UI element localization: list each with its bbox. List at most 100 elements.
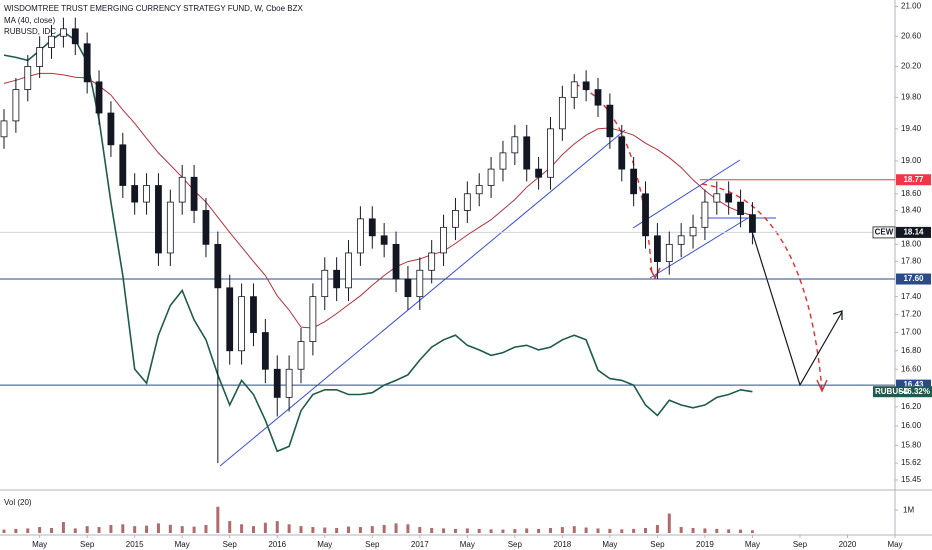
chart-title: WISDOMTREE TRUST EMERGING CURRENCY STRAT… xyxy=(4,4,304,13)
volume-bar xyxy=(180,526,184,533)
x-tick-label: May xyxy=(745,540,760,549)
y-tick-label: 17.40 xyxy=(901,292,922,301)
candle-body xyxy=(463,193,471,211)
volume-bar xyxy=(14,528,18,533)
volume-bar xyxy=(73,528,77,533)
volume-bar xyxy=(228,521,232,533)
y-tick-label: 19.00 xyxy=(901,156,922,165)
candle-body xyxy=(380,235,388,245)
candle-body xyxy=(594,89,602,106)
candle-body xyxy=(547,128,554,178)
volume-bar xyxy=(287,524,291,533)
candle-body xyxy=(749,214,756,233)
candle-body xyxy=(677,235,685,245)
volume-bar xyxy=(168,524,172,533)
x-tick-label: 2019 xyxy=(696,540,714,549)
volume-bar xyxy=(394,523,398,533)
series-label-value: −46.32% xyxy=(898,387,930,396)
candle-body xyxy=(297,341,305,370)
level-box xyxy=(896,174,931,186)
volume-bar xyxy=(715,528,719,533)
x-tick-label: 2016 xyxy=(268,540,286,549)
last-price-label: 18.14 xyxy=(903,228,924,237)
x-tick-label: Sep xyxy=(365,540,380,549)
trend-line xyxy=(219,129,626,467)
volume-bar xyxy=(335,527,339,533)
candle-body xyxy=(24,66,32,90)
volume-bar xyxy=(572,526,576,533)
volume-bar xyxy=(204,525,208,533)
channel-upper xyxy=(632,159,741,229)
volume-bar xyxy=(418,527,422,533)
x-tick-label: May xyxy=(32,540,47,549)
volume-bar xyxy=(703,528,707,533)
volume-bar xyxy=(501,529,505,533)
candle-body xyxy=(83,43,91,83)
volume-bar xyxy=(560,527,564,533)
candle-body xyxy=(321,269,329,298)
candle-body xyxy=(36,47,44,67)
candle-body xyxy=(475,185,483,195)
volume-bar xyxy=(596,528,600,533)
volume-bar xyxy=(655,525,659,533)
candle-body xyxy=(428,252,436,271)
y-tick-label: 20.60 xyxy=(901,31,922,40)
volume-bar xyxy=(370,526,374,533)
candle-body xyxy=(178,176,186,203)
candle-body xyxy=(143,185,150,203)
candle-body xyxy=(713,193,721,203)
volume-bar xyxy=(608,528,612,533)
volume-bar xyxy=(727,529,731,533)
y-tick-label: 18.60 xyxy=(901,189,922,198)
x-tick-label: 2017 xyxy=(411,540,429,549)
volume-bar xyxy=(26,528,30,533)
candle-body xyxy=(226,287,234,352)
volume-bar xyxy=(251,526,255,533)
volume-bar xyxy=(406,524,410,533)
level-label: 18.77 xyxy=(903,175,924,184)
volume-bar xyxy=(750,530,754,533)
candle-body xyxy=(0,120,8,138)
candle-body xyxy=(558,96,566,130)
candle-body xyxy=(155,185,162,254)
x-tick-label: May xyxy=(887,540,902,549)
volume-bar xyxy=(584,527,588,533)
candle-body xyxy=(202,210,210,245)
candle-body xyxy=(345,252,352,289)
candle-body xyxy=(273,368,281,398)
candle-body xyxy=(261,332,269,370)
volume-bar xyxy=(442,528,446,533)
candle-body xyxy=(523,136,531,170)
volume-bar xyxy=(465,528,469,533)
x-tick-label: Sep xyxy=(793,540,808,549)
candle-body xyxy=(440,226,447,254)
volume-bar xyxy=(192,526,196,533)
y-tick-label: 16.80 xyxy=(901,346,922,355)
volume-bar xyxy=(548,527,552,533)
last-price-name: CEW xyxy=(875,228,894,237)
candle-body xyxy=(214,243,222,289)
volume-bar xyxy=(489,529,493,533)
y-tick-label: 16.00 xyxy=(901,421,922,430)
volume-bar xyxy=(358,527,362,533)
y-tick-label: 17.80 xyxy=(901,257,922,266)
last-price-box xyxy=(896,226,931,238)
candle-body xyxy=(570,81,578,98)
x-tick-label: Sep xyxy=(223,540,238,549)
volume-label: Vol (20) xyxy=(4,498,32,507)
candle-body xyxy=(48,35,55,48)
candle-body xyxy=(131,185,139,203)
volume-bar xyxy=(275,521,279,533)
candle-body xyxy=(725,193,733,203)
arrow-head xyxy=(832,310,843,320)
candle-body xyxy=(535,168,542,178)
x-tick-label: 2015 xyxy=(126,540,144,549)
volume-bar xyxy=(38,527,42,533)
candle-body xyxy=(606,104,614,138)
volume-bar xyxy=(430,527,434,533)
candle-body xyxy=(452,210,459,228)
series-line xyxy=(3,72,753,329)
x-tick-label: Sep xyxy=(650,540,665,549)
